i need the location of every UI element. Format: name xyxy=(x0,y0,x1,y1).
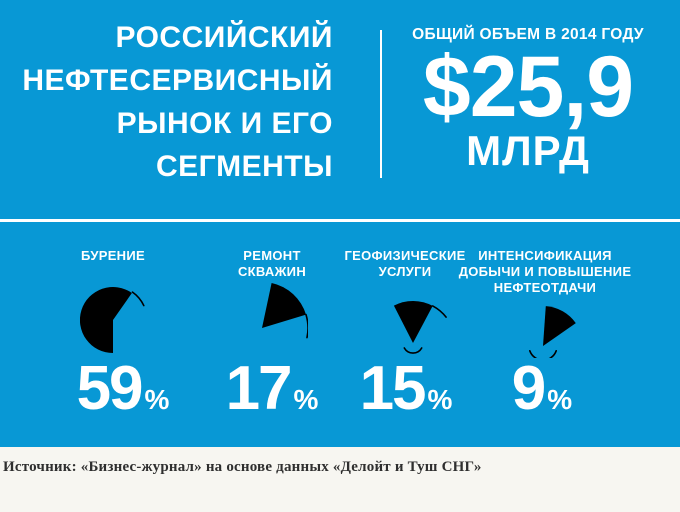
percent-sign: % xyxy=(547,384,573,415)
segment-value-drilling: 59% xyxy=(48,358,198,429)
segment-label-geophysical: ГЕОФИЗИЧЕСКИЕ УСЛУГИ xyxy=(330,248,480,280)
percent-sign: % xyxy=(144,384,170,415)
segment-label-line: ДОБЫЧИ И ПОВЫШЕНИЕ xyxy=(458,264,632,279)
percent-number: 15 xyxy=(359,354,427,423)
page-title-line: СЕГМЕНТЫ xyxy=(155,150,333,183)
total-label: ОБЩИЙ ОБЪЕМ В 2014 ГОДУ xyxy=(412,26,644,43)
segment-label-line: ИНТЕНСИФИКАЦИЯ xyxy=(478,248,612,263)
header: РОССИЙСКИЙ НЕФТЕСЕРВИСНЫЙ РЫНОК И ЕГО СЕ… xyxy=(0,0,680,222)
percent-sign: % xyxy=(427,384,453,415)
segment-label-line: БУРЕНИЕ xyxy=(81,248,145,263)
segment-label-line: УСЛУГИ xyxy=(378,264,432,279)
pie-icon-well-repair xyxy=(262,283,308,339)
page-title: РОССИЙСКИЙ НЕФТЕСЕРВИСНЫЙ РЫНОК И ЕГО СЕ… xyxy=(3,16,333,188)
page-title-line: НЕФТЕСЕРВИСНЫЙ xyxy=(22,64,333,97)
segment-value-well-repair: 17% xyxy=(197,358,347,429)
total-block: ОБЩИЙ ОБЪЕМ В 2014 ГОДУ $25,9 МЛРД xyxy=(400,18,656,172)
percent-number: 9 xyxy=(511,354,547,423)
page-title-line: РЫНОК И ЕГО xyxy=(116,107,333,140)
segment-value-geophysical: 15% xyxy=(331,358,481,429)
segment-label-line: СКВАЖИН xyxy=(237,264,307,279)
percent-number: 17 xyxy=(225,354,293,423)
total-unit: МЛРД xyxy=(466,127,590,174)
segments-section: БУРЕНИЕ РЕМОНТ СКВАЖИН ГЕОФИЗИЧЕСКИЕ УСЛ… xyxy=(0,222,680,447)
total-value: $25,9 xyxy=(422,39,634,135)
segment-value-eor: 9% xyxy=(467,358,617,429)
segment-label-line: РЕМОНТ xyxy=(243,248,301,263)
section-divider xyxy=(0,219,680,222)
segment-label-drilling: БУРЕНИЕ xyxy=(38,248,188,264)
percent-sign: % xyxy=(293,384,319,415)
segment-label-line: ГЕОФИЗИЧЕСКИЕ xyxy=(344,248,466,263)
vertical-divider xyxy=(380,30,382,178)
percent-number: 59 xyxy=(76,354,144,423)
pie-icon-geophysical xyxy=(393,300,447,354)
pie-icon-drilling xyxy=(80,287,145,354)
segment-label-line: НЕФТЕОТДАЧИ xyxy=(493,280,597,295)
pie-icon-eor xyxy=(529,306,576,358)
segment-label-eor: ИНТЕНСИФИКАЦИЯ ДОБЫЧИ И ПОВЫШЕНИЕ НЕФТЕО… xyxy=(458,248,632,296)
source-bar: Источник: «Бизнес-журнал» на основе данн… xyxy=(0,447,680,512)
segment-label-well-repair: РЕМОНТ СКВАЖИН xyxy=(197,248,347,280)
page-title-line: РОССИЙСКИЙ xyxy=(115,21,333,54)
source-text: Источник: «Бизнес-журнал» на основе данн… xyxy=(3,459,482,475)
